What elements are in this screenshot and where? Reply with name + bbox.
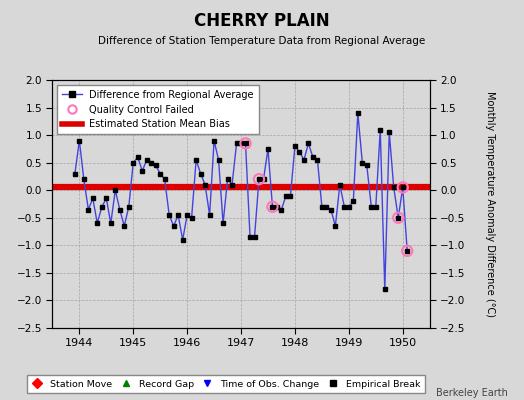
Text: Berkeley Earth: Berkeley Earth [436,388,508,398]
Point [403,248,411,254]
Point [242,140,250,146]
Text: CHERRY PLAIN: CHERRY PLAIN [194,12,330,30]
Point [399,184,407,191]
Text: Difference of Station Temperature Data from Regional Average: Difference of Station Temperature Data f… [99,36,425,46]
Point [268,204,277,210]
Y-axis label: Monthly Temperature Anomaly Difference (°C): Monthly Temperature Anomaly Difference (… [485,91,495,317]
Legend: Station Move, Record Gap, Time of Obs. Change, Empirical Break: Station Move, Record Gap, Time of Obs. C… [27,375,425,393]
Point [394,214,402,221]
Point [255,176,263,182]
